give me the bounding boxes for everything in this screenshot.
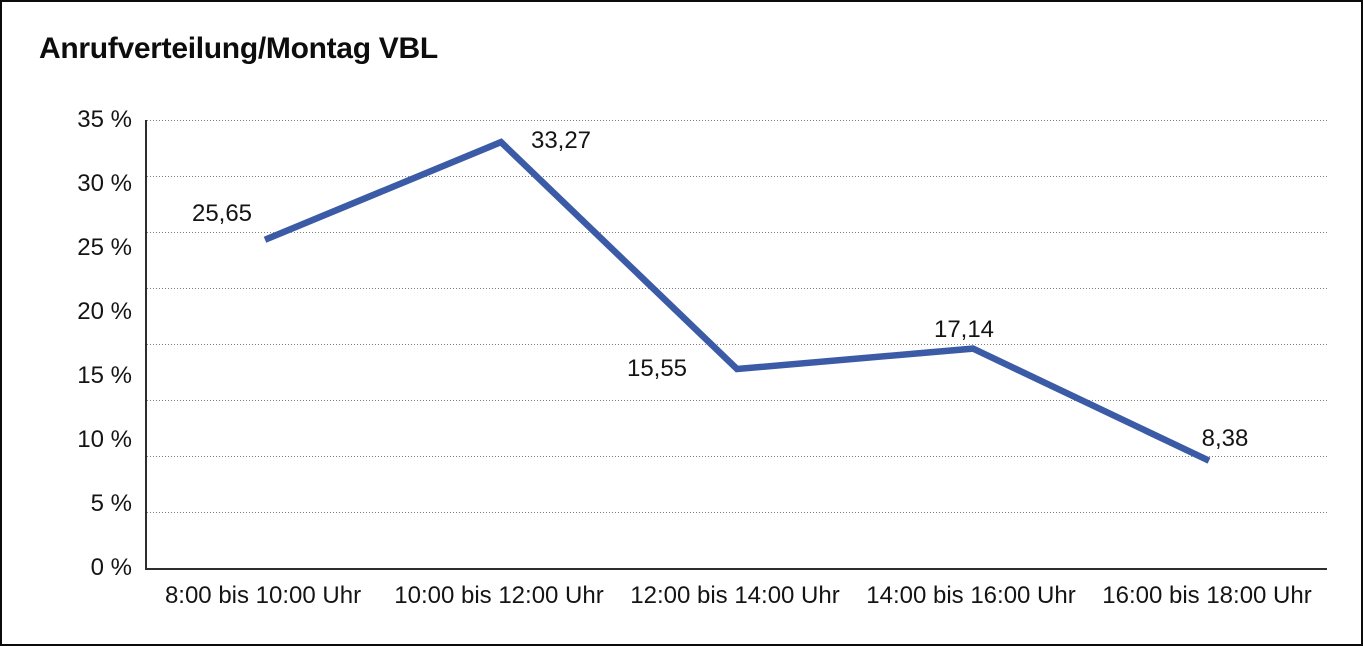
plot-area: 25,65 33,27 15,55 17,14 8,38 — [145, 120, 1327, 570]
y-tick-label: 15 % — [77, 362, 132, 389]
gridline — [147, 176, 1327, 177]
gridline — [147, 232, 1327, 233]
data-point-label: 25,65 — [191, 199, 253, 227]
gridline — [147, 344, 1327, 345]
x-category-label: 8:00 bis 10:00 Uhr — [164, 582, 362, 609]
y-tick-label: 35 % — [77, 106, 132, 133]
data-line-svg — [263, 138, 1211, 464]
y-tick-label: 5 % — [90, 490, 132, 517]
x-axis-labels: 8:00 bis 10:00 Uhr 10:00 bis 12:00 Uhr 12:… — [145, 582, 1325, 614]
x-category-label: 10:00 bis 12:00 Uhr — [394, 582, 604, 609]
data-point-label: 17,14 — [933, 315, 995, 343]
y-tick-label: 20 % — [77, 298, 132, 325]
x-category-label: 16:00 bis 18:00 Uhr — [1102, 582, 1312, 609]
gridline — [147, 120, 1327, 121]
y-tick-label: 0 % — [90, 554, 132, 581]
gridline — [147, 456, 1327, 457]
data-point-label: 8,38 — [1201, 424, 1249, 452]
gridline — [147, 512, 1327, 513]
data-point-label: 15,55 — [626, 354, 688, 382]
chart-title: Anrufverteilung/Montag VBL — [39, 32, 438, 65]
gridline — [147, 400, 1327, 401]
x-category-label: 12:00 bis 14:00 Uhr — [630, 582, 840, 609]
y-axis-labels: 35 % 30 % 25 % 20 % 15 % 10 % 5 % 0 % — [2, 106, 132, 581]
data-point-label: 33,27 — [530, 127, 592, 155]
y-tick-label: 30 % — [77, 170, 132, 197]
series-line — [263, 138, 1211, 464]
y-tick-label: 25 % — [77, 234, 132, 261]
x-category-label: 14:00 bis 16:00 Uhr — [866, 582, 1076, 609]
y-tick-label: 10 % — [77, 426, 132, 453]
gridline — [147, 288, 1327, 289]
